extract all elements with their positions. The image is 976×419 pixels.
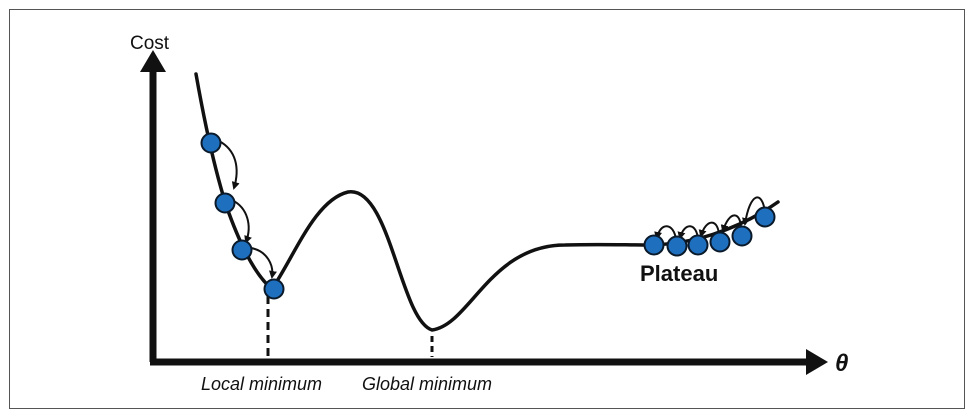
- plateau-label: Plateau: [640, 261, 718, 286]
- diagram-frame: [9, 9, 965, 409]
- step-point: [200, 132, 222, 154]
- cost-curve: [194, 72, 780, 332]
- step-arrow: [231, 199, 252, 244]
- step-point: [687, 234, 709, 256]
- x-axis-label: θ: [835, 350, 848, 377]
- y-axis-arrowhead: [140, 50, 166, 72]
- local-minimum-label: Local minimum: [201, 374, 322, 394]
- step-arrow: [250, 247, 277, 279]
- step-point: [709, 231, 731, 253]
- step-point: [643, 234, 665, 256]
- step-point: [754, 206, 776, 228]
- step-point: [731, 225, 753, 247]
- step-arrow: [218, 140, 240, 190]
- y-axis-label: Cost: [130, 33, 170, 54]
- global-minimum-label: Global minimum: [362, 374, 492, 394]
- step-point: [231, 239, 253, 261]
- x-axis-arrowhead: [806, 349, 828, 375]
- step-point: [263, 278, 285, 300]
- step-point: [666, 235, 688, 257]
- step-point: [214, 192, 236, 214]
